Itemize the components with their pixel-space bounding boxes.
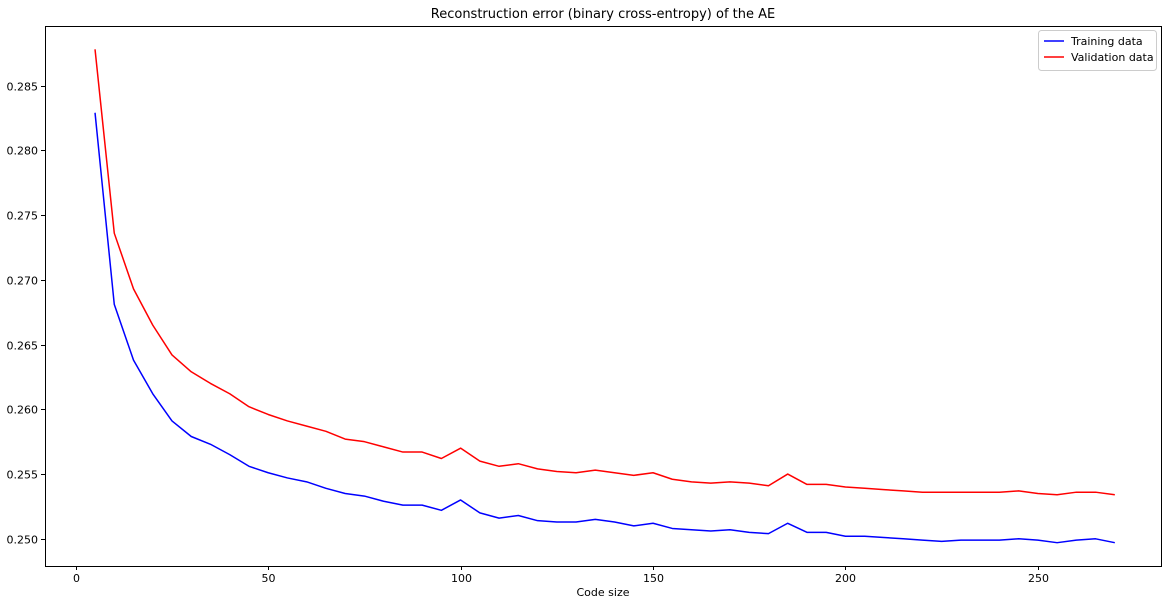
chart-title: Reconstruction error (binary cross-entro…: [431, 7, 775, 22]
legend-box: [1038, 30, 1157, 71]
x-axis-label: Code size: [577, 586, 630, 599]
legend-entry-label: Training data: [1070, 35, 1143, 48]
x-tick-label: 150: [643, 572, 664, 585]
y-tick-label: 0.260: [7, 404, 39, 417]
y-tick-label: 0.270: [7, 275, 39, 288]
x-axis-ticks: 0 50 100 150 200 250: [73, 566, 1049, 585]
legend: Training data Validation data: [1038, 30, 1157, 71]
x-tick-label: 250: [1028, 572, 1049, 585]
y-tick-label: 0.265: [7, 340, 39, 353]
legend-entry-label: Validation data: [1071, 51, 1154, 64]
series-line-training: [94, 112, 1115, 544]
y-tick-label: 0.280: [7, 145, 39, 158]
y-tick-label: 0.250: [7, 534, 39, 547]
y-tick-label: 0.275: [7, 210, 39, 223]
y-axis-ticks: 0.250 0.255 0.260 0.265 0.270 0.275 0.280 0.285: [7, 81, 45, 547]
y-tick-label: 0.255: [7, 469, 39, 482]
y-tick-label: 0.285: [7, 81, 39, 94]
x-tick-label: 0: [73, 572, 80, 585]
series-line-validation: [94, 49, 1115, 496]
x-tick-label: 50: [262, 572, 276, 585]
x-tick-label: 100: [451, 572, 472, 585]
plot-area-frame: [45, 26, 1162, 567]
x-tick-label: 200: [835, 572, 856, 585]
series-lines: [94, 49, 1115, 544]
